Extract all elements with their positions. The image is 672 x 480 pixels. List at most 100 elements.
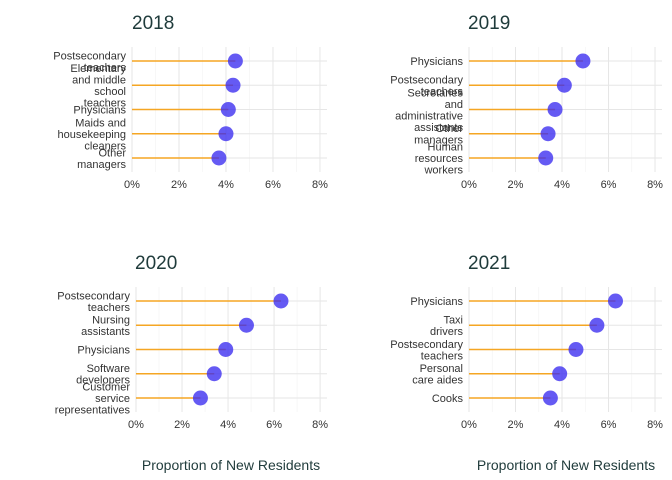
x-tick-label: 6% xyxy=(266,419,282,431)
category-label-line: assistants xyxy=(414,122,463,134)
x-tick-label: 4% xyxy=(554,419,570,431)
category-label-line: and xyxy=(445,99,463,111)
category-label-line: Human xyxy=(428,142,463,154)
category-label-line: Elementary xyxy=(70,63,126,75)
x-tick-label: 0% xyxy=(461,179,477,191)
category-label-line: Nursing xyxy=(92,315,130,327)
category-label-line: housekeeping xyxy=(57,129,126,141)
lollipop-point xyxy=(552,366,568,382)
category-label: Customer service representatives xyxy=(55,382,131,417)
category-label: Postsecondary teachers xyxy=(53,50,126,74)
x-tick-label: 2% xyxy=(171,179,187,191)
category-label-line: drivers xyxy=(430,326,464,338)
lollipop-point xyxy=(568,342,584,357)
category-label: Human resources workers xyxy=(415,142,464,177)
category-label-line: school xyxy=(94,86,126,98)
category-label-line: Postsecondary xyxy=(57,290,130,302)
x-tick-label: 2% xyxy=(508,179,524,191)
category-label: Taxi drivers xyxy=(430,315,464,339)
x-tick-label: 6% xyxy=(601,419,617,431)
x-axis-label: Proportion of New Residents xyxy=(477,457,655,473)
lollipop-point xyxy=(218,126,234,142)
category-label-line: Maids and xyxy=(75,117,126,129)
category-label-line: teachers xyxy=(421,86,464,98)
x-tick-label: 2% xyxy=(508,419,524,431)
lollipop-point xyxy=(206,366,222,382)
category-label: Personal care aides xyxy=(412,363,463,387)
lollipop-point xyxy=(542,390,558,406)
category-label-line: managers xyxy=(77,159,126,171)
category-label: Physicians xyxy=(77,345,130,357)
category-label-line: Physicians xyxy=(77,345,130,357)
category-label: Secretaries and administrative assistants xyxy=(395,87,463,134)
category-label-line: Physicians xyxy=(73,105,126,117)
x-tick-label: 0% xyxy=(461,419,477,431)
category-label-line: Postsecondary xyxy=(53,50,126,62)
category-label: Postsecondary teachers xyxy=(57,290,130,314)
category-label-line: developers xyxy=(76,375,130,387)
lollipop-point xyxy=(192,390,208,406)
x-tick-label: 8% xyxy=(647,179,663,191)
panel-title: 2020 xyxy=(135,253,177,274)
category-label-line: administrative xyxy=(395,110,463,122)
x-tick-label: 2% xyxy=(174,419,190,431)
category-label-line: cleaners xyxy=(84,140,126,152)
lollipop-point xyxy=(225,77,241,93)
category-label: Physicians xyxy=(410,56,463,68)
panel-2019: 2019 0% 2% 4% 6% 8% Physicians Postsecondary tea… xyxy=(390,13,663,191)
lollipop-point xyxy=(538,150,554,166)
category-label-line: teachers xyxy=(88,302,131,314)
panel-2021: 2021 0% 2% 4% 6% 8% Physicians Taxi driversPosts… xyxy=(390,253,663,473)
panel-title: 2019 xyxy=(468,13,510,34)
lollipop-point xyxy=(547,102,563,117)
lollipop-point xyxy=(556,77,572,93)
category-label: Postsecondary teachers xyxy=(390,75,463,99)
panel-title: 2018 xyxy=(132,13,174,34)
category-label-line: managers xyxy=(414,135,463,147)
category-label-line: Physicians xyxy=(410,296,463,308)
lollipop-point xyxy=(575,53,591,69)
x-tick-label: 0% xyxy=(128,419,144,431)
category-label-line: and middle xyxy=(72,75,126,87)
category-label-line: resources xyxy=(415,153,464,165)
category-label: Cooks xyxy=(432,393,464,405)
category-label-line: workers xyxy=(423,165,463,177)
category-label: Nursing assistants xyxy=(81,315,130,339)
lollipop-point xyxy=(540,126,556,142)
category-label-line: Personal xyxy=(420,363,463,375)
lollipop-point xyxy=(238,317,254,333)
x-tick-label: 4% xyxy=(220,419,236,431)
category-label-line: Secretaries xyxy=(407,87,463,99)
category-label: Maids and housekeeping cleaners xyxy=(57,117,126,152)
category-label-line: Other xyxy=(435,123,463,135)
lollipop-point xyxy=(220,102,236,117)
lollipop-point xyxy=(211,150,227,166)
category-label: Other managers xyxy=(414,123,463,147)
category-label-line: assistants xyxy=(81,326,130,338)
x-tick-label: 6% xyxy=(601,179,617,191)
category-label-line: representatives xyxy=(55,405,131,417)
category-label-line: service xyxy=(95,393,130,405)
category-label-line: Software xyxy=(87,363,130,375)
category-label-line: teachers xyxy=(84,98,127,110)
category-label: Physicians xyxy=(410,296,463,308)
category-label: Physicians xyxy=(73,105,126,117)
category-label-line: Cooks xyxy=(432,393,464,405)
category-label-line: Customer xyxy=(82,382,130,394)
x-tick-label: 8% xyxy=(647,419,663,431)
x-axis-label: Proportion of New Residents xyxy=(142,457,320,473)
lollipop-point xyxy=(227,53,243,69)
category-label-line: teachers xyxy=(84,62,127,74)
category-label: Elementary and middle school teachers xyxy=(70,63,126,110)
category-label-line: teachers xyxy=(421,350,464,362)
category-label-line: care aides xyxy=(412,375,463,387)
category-label-line: Postsecondary xyxy=(390,339,463,351)
category-label-line: Physicians xyxy=(410,56,463,68)
lollipop-point xyxy=(589,317,605,333)
category-label: Postsecondary teachers xyxy=(390,339,463,363)
category-label-line: Taxi xyxy=(443,315,463,327)
panel-2020: 2020 0% 2% 4% 6% 8% Postsecondary teachersNursi… xyxy=(55,253,328,473)
x-tick-label: 6% xyxy=(265,179,281,191)
